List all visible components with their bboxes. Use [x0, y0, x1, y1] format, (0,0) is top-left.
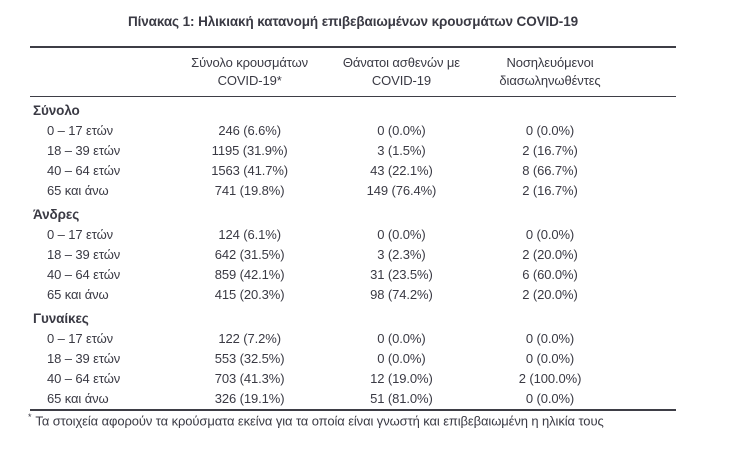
cell-intubated: 0 (0.0%): [525, 123, 575, 138]
age-group-label: 65 και άνω: [47, 287, 109, 302]
cell-intubated: 2 (16.7%): [522, 183, 578, 198]
table-row: 18 – 39 ετών 1195 (31.9%) 3 (1.5%) 2 (16…: [30, 141, 676, 161]
table-row: 0 – 17 ετών 122 (7.2%) 0 (0.0%) 0 (0.0%): [30, 329, 676, 349]
age-group-label: 18 – 39 ετών: [47, 351, 121, 366]
section-title-total: Σύνολο: [33, 103, 80, 118]
age-group-label: 0 – 17 ετών: [47, 331, 114, 346]
cell-intubated: 2 (20.0%): [522, 287, 578, 302]
age-group-label: 65 και άνω: [47, 183, 109, 198]
cell-intubated: 0 (0.0%): [525, 391, 575, 406]
cell-deaths: 0 (0.0%): [377, 227, 426, 242]
age-group-label: 0 – 17 ετών: [47, 123, 114, 138]
table-row: 0 – 17 ετών 246 (6.6%) 0 (0.0%) 0 (0.0%): [30, 121, 676, 141]
cell-spacer: [624, 389, 676, 410]
table-row: 40 – 64 ετών 859 (42.1%) 31 (23.5%) 6 (6…: [30, 265, 676, 285]
cell-total-cases: 415 (20.3%): [214, 287, 285, 302]
age-group-label: 40 – 64 ετών: [47, 163, 121, 178]
header-row: Σύνολο κρουσμάτων COVID-19* Θάνατοι ασθε…: [30, 47, 676, 97]
cell-spacer: [624, 161, 676, 181]
table-row: 40 – 64 ετών 1563 (41.7%) 43 (22.1%) 8 (…: [30, 161, 676, 181]
col-header-empty: [30, 47, 173, 97]
cell-total-cases: 703 (41.3%): [214, 371, 285, 386]
cell-spacer: [624, 225, 676, 245]
col-header-deaths: Θάνατοι ασθενών με COVID-19: [327, 47, 476, 97]
cell-spacer: [624, 121, 676, 141]
cell-intubated: 2 (20.0%): [522, 247, 578, 262]
cell-intubated: 0 (0.0%): [525, 351, 575, 366]
table-row: 65 και άνω 326 (19.1%) 51 (81.0%) 0 (0.0…: [30, 389, 676, 410]
table-row: 18 – 39 ετών 553 (32.5%) 0 (0.0%) 0 (0.0…: [30, 349, 676, 369]
cell-total-cases: 1195 (31.9%): [211, 143, 288, 158]
cell-spacer: [624, 349, 676, 369]
cell-intubated: 2 (100.0%): [518, 371, 582, 386]
section-header-row: Άνδρες: [30, 201, 676, 225]
table-row: 65 και άνω 741 (19.8%) 149 (76.4%) 2 (16…: [30, 181, 676, 201]
cell-intubated: 8 (66.7%): [522, 163, 578, 178]
cell-deaths: 149 (76.4%): [366, 183, 437, 198]
age-group-label: 40 – 64 ετών: [47, 267, 121, 282]
cell-deaths: 3 (1.5%): [377, 143, 426, 158]
cell-deaths: 0 (0.0%): [377, 351, 426, 366]
cell-spacer: [624, 329, 676, 349]
cell-deaths: 43 (22.1%): [370, 163, 433, 178]
cell-total-cases: 859 (42.1%): [214, 267, 285, 282]
cell-spacer: [624, 265, 676, 285]
cell-intubated: 6 (60.0%): [522, 267, 578, 282]
table-row: 65 και άνω 415 (20.3%) 98 (74.2%) 2 (20.…: [30, 285, 676, 305]
cell-total-cases: 1563 (41.7%): [211, 163, 289, 178]
footnote-text: Τα στοιχεία αφορούν τα κρούσματα εκείνα …: [35, 413, 604, 429]
cell-total-cases: 246 (6.6%): [218, 123, 281, 138]
cell-intubated: 0 (0.0%): [525, 227, 575, 242]
cell-deaths: 0 (0.0%): [377, 331, 426, 346]
cell-deaths: 98 (74.2%): [370, 287, 433, 302]
table-row: 0 – 17 ετών 124 (6.1%) 0 (0.0%) 0 (0.0%): [30, 225, 676, 245]
age-group-label: 40 – 64 ετών: [47, 371, 121, 386]
section-title-men: Άνδρες: [33, 207, 80, 222]
section-header-row: Γυναίκες: [30, 305, 676, 329]
footnote: * Τα στοιχεία αφορούν τα κρούσματα εκείνα…: [28, 412, 604, 428]
cell-total-cases: 124 (6.1%): [218, 227, 281, 242]
age-group-label: 18 – 39 ετών: [47, 247, 121, 262]
age-group-label: 0 – 17 ετών: [47, 227, 114, 242]
col-header-spacer: [624, 47, 676, 97]
cell-spacer: [624, 285, 676, 305]
section-header-row: Σύνολο: [30, 97, 676, 122]
cell-total-cases: 642 (31.5%): [214, 247, 285, 262]
cell-total-cases: 122 (7.2%): [218, 331, 281, 346]
age-group-label: 65 και άνω: [47, 391, 109, 406]
cell-intubated: 0 (0.0%): [525, 331, 575, 346]
table-title: Πίνακας 1: Ηλικιακή κατανομή επιβεβαιωμέ…: [127, 14, 579, 29]
cell-spacer: [624, 245, 676, 265]
cell-spacer: [624, 141, 676, 161]
covid-age-distribution-table: Σύνολο κρουσμάτων COVID-19* Θάνατοι ασθε…: [30, 46, 676, 411]
cell-spacer: [624, 181, 676, 201]
col-header-total-cases: Σύνολο κρουσμάτων COVID-19*: [172, 47, 328, 97]
section-title-women: Γυναίκες: [33, 311, 89, 326]
age-group-label: 18 – 39 ετών: [47, 143, 121, 158]
cell-total-cases: 326 (19.1%): [214, 391, 285, 406]
footnote-asterisk-marker: *: [28, 412, 32, 422]
cell-deaths: 51 (81.0%): [370, 391, 433, 406]
table-row: 40 – 64 ετών 703 (41.3%) 12 (19.0%) 2 (1…: [30, 369, 676, 389]
table-row: 18 – 39 ετών 642 (31.5%) 3 (2.3%) 2 (20.…: [30, 245, 676, 265]
cell-total-cases: 741 (19.8%): [214, 183, 285, 198]
cell-intubated: 2 (16.7%): [522, 143, 578, 158]
cell-deaths: 12 (19.0%): [370, 371, 433, 386]
cell-total-cases: 553 (32.5%): [214, 351, 285, 366]
cell-deaths: 3 (2.3%): [377, 247, 426, 262]
cell-spacer: [624, 369, 676, 389]
col-header-intubated: Νοσηλευόμενοι διασωληνωθέντες: [475, 47, 625, 97]
cell-deaths: 0 (0.0%): [377, 123, 426, 138]
cell-deaths: 31 (23.5%): [370, 267, 433, 282]
